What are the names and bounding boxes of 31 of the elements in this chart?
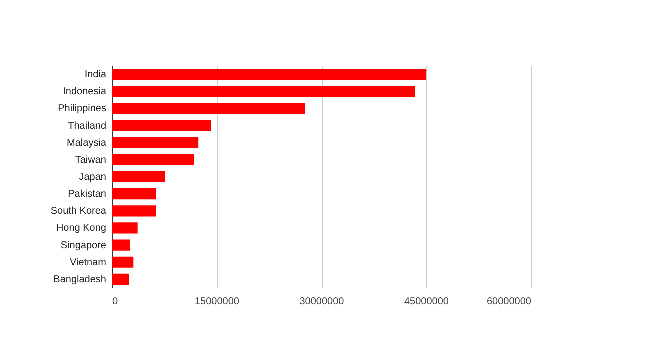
bar	[112, 222, 138, 234]
y-tick-label: Singapore	[60, 240, 107, 252]
y-tick-label: Japan	[79, 172, 106, 183]
bar	[112, 154, 194, 166]
y-tick-label: South Korea	[50, 206, 107, 218]
bar	[112, 137, 199, 148]
bar	[112, 256, 134, 268]
bar	[112, 188, 156, 200]
bar	[112, 171, 166, 183]
bar	[112, 103, 306, 114]
y-tick-label: India	[84, 70, 107, 81]
y-tick-label: Malaysia	[67, 138, 107, 149]
y-tick-label: Philippines	[58, 104, 106, 115]
y-tick-label: Pakistan	[68, 189, 106, 200]
y-tick-label: Vietnam	[70, 257, 106, 268]
x-tick-label: 60000000	[487, 296, 532, 308]
y-tick-label: Indonesia	[63, 86, 107, 98]
bar	[112, 86, 416, 98]
y-tick-label: Taiwan	[75, 154, 106, 166]
x-tick-label: 15000000	[195, 296, 240, 308]
x-tick-label: 45000000	[404, 296, 450, 308]
y-tick-label: Thailand	[68, 120, 106, 132]
x-tick-label: 0	[112, 296, 118, 308]
x-tick-label: 30000000	[300, 296, 345, 308]
bar	[112, 120, 212, 132]
bar	[112, 68, 426, 80]
bar	[112, 206, 156, 217]
y-tick-label: Hong Kong	[56, 223, 106, 234]
bar	[112, 274, 130, 286]
bar	[112, 240, 130, 251]
y-tick-label: Bangladesh	[54, 274, 106, 286]
